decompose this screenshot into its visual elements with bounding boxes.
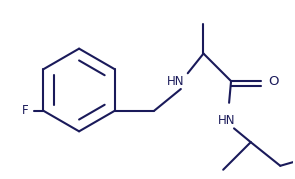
Text: HN: HN xyxy=(217,114,235,127)
Text: O: O xyxy=(268,75,279,88)
Text: HN: HN xyxy=(167,75,185,88)
Text: F: F xyxy=(22,104,29,117)
